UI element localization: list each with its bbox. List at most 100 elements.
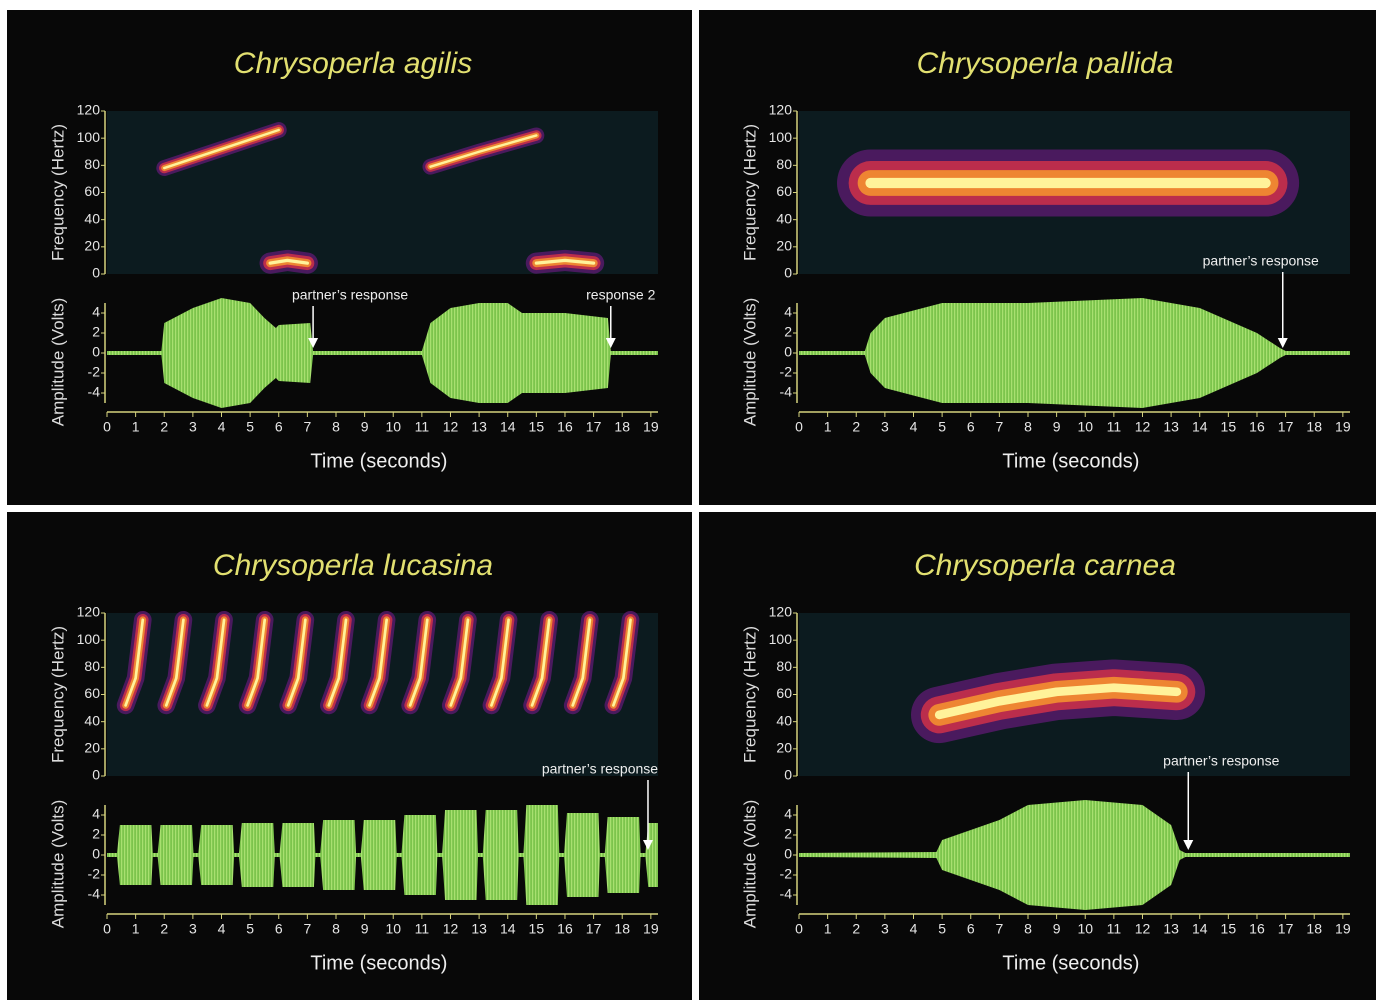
chart-title: Chrysoperla agilis xyxy=(234,47,472,80)
panel: Chrysoperla pallida020406080100120Freque… xyxy=(740,47,1350,472)
spectrogram-trace xyxy=(530,618,551,707)
x-tick-label: 10 xyxy=(385,921,401,937)
y-tick-label: -2 xyxy=(780,866,793,882)
y-axis-label: Frequency (Hertz) xyxy=(740,124,759,261)
y-tick-label: -4 xyxy=(780,886,793,902)
x-tick-label: 2 xyxy=(852,419,860,435)
x-tick-label: 17 xyxy=(1278,419,1294,435)
y-tick-label: 120 xyxy=(77,102,101,118)
chart-title: Chrysoperla lucasina xyxy=(213,549,493,582)
y-axis-label: Frequency (Hertz) xyxy=(740,626,759,763)
y-tick-label: 4 xyxy=(784,806,792,822)
x-tick-label: 3 xyxy=(189,921,197,937)
x-tick-label: 3 xyxy=(189,419,197,435)
x-tick-label: 1 xyxy=(132,921,140,937)
x-tick-label: 0 xyxy=(103,419,111,435)
y-tick-label: 20 xyxy=(84,740,100,756)
y-tick-label: 20 xyxy=(84,238,100,254)
x-tick-label: 1 xyxy=(824,921,832,937)
x-tick-label: 12 xyxy=(1135,419,1151,435)
y-tick-label: -2 xyxy=(88,364,101,380)
y-tick-label: -2 xyxy=(88,866,101,882)
spectrogram-trace xyxy=(571,618,592,707)
x-tick-label: 14 xyxy=(500,921,516,937)
x-tick-label: 15 xyxy=(1221,419,1237,435)
y-tick-label: 2 xyxy=(784,324,792,340)
annotation: partner’s response xyxy=(1163,753,1279,769)
annotation-arrowhead xyxy=(1183,840,1194,850)
spectrogram-trace xyxy=(246,618,267,707)
x-tick-label: 18 xyxy=(614,419,630,435)
x-tick-label: 4 xyxy=(910,419,918,435)
y-tick-label: 0 xyxy=(92,344,100,360)
x-tick-label: 4 xyxy=(910,921,918,937)
x-tick-label: 17 xyxy=(1278,921,1294,937)
annotation-arrowhead xyxy=(605,338,616,348)
x-axis-label: Time (seconds) xyxy=(1002,450,1139,472)
x-tick-label: 12 xyxy=(1135,921,1151,937)
panel: Chrysoperla lucasina020406080100120Frequ… xyxy=(48,549,658,974)
x-tick-label: 8 xyxy=(332,921,340,937)
y-axis-label: Amplitude (Volts) xyxy=(740,800,759,929)
spectrogram-trace xyxy=(490,618,510,707)
spectrogram-bg xyxy=(107,111,658,274)
y-tick-label: 0 xyxy=(92,846,100,862)
x-axis-label: Time (seconds) xyxy=(310,450,447,472)
x-tick-label: 8 xyxy=(332,419,340,435)
y-tick-label: 100 xyxy=(77,129,101,145)
y-axis-label: Frequency (Hertz) xyxy=(48,626,67,763)
annotation: partner’s response xyxy=(542,761,658,777)
annotation: response 2 xyxy=(586,287,655,303)
x-tick-label: 17 xyxy=(586,419,602,435)
spectrogram-trace xyxy=(449,618,470,707)
y-axis-label: Frequency (Hertz) xyxy=(48,124,67,261)
y-tick-label: 0 xyxy=(784,846,792,862)
waveform xyxy=(107,805,658,905)
x-axis-label: Time (seconds) xyxy=(310,952,447,974)
x-tick-label: 6 xyxy=(967,419,975,435)
y-tick-label: 40 xyxy=(84,712,100,728)
x-tick-label: 13 xyxy=(1163,419,1179,435)
x-tick-label: 19 xyxy=(1335,419,1351,435)
y-tick-label: 2 xyxy=(784,826,792,842)
x-tick-label: 14 xyxy=(1192,921,1208,937)
x-tick-label: 7 xyxy=(303,419,311,435)
y-tick-label: 120 xyxy=(769,102,793,118)
y-tick-label: 80 xyxy=(84,156,100,172)
spectrogram-trace xyxy=(934,683,1182,720)
y-axis-label: Amplitude (Volts) xyxy=(740,298,759,427)
x-tick-label: 8 xyxy=(1024,921,1032,937)
y-tick-label: 4 xyxy=(92,806,100,822)
x-tick-label: 1 xyxy=(824,419,832,435)
x-tick-label: 2 xyxy=(160,419,168,435)
x-axis-label: Time (seconds) xyxy=(1002,952,1139,974)
x-tick-label: 18 xyxy=(1306,921,1322,937)
spectrogram-trace xyxy=(429,134,538,168)
x-tick-label: 13 xyxy=(471,921,487,937)
y-tick-label: -4 xyxy=(88,886,101,902)
y-tick-label: -2 xyxy=(780,364,793,380)
x-tick-label: 19 xyxy=(643,921,659,937)
x-tick-label: 18 xyxy=(614,921,630,937)
x-tick-label: 6 xyxy=(967,921,975,937)
x-tick-label: 6 xyxy=(275,419,283,435)
x-tick-label: 11 xyxy=(1107,921,1122,937)
x-tick-label: 12 xyxy=(443,419,459,435)
y-tick-label: -4 xyxy=(780,384,793,400)
x-tick-label: 11 xyxy=(415,419,430,435)
y-tick-label: 100 xyxy=(769,129,793,145)
y-tick-label: 20 xyxy=(776,238,792,254)
y-tick-label: 0 xyxy=(92,265,100,281)
x-tick-label: 9 xyxy=(361,419,369,435)
x-tick-label: 7 xyxy=(995,419,1003,435)
y-tick-label: 60 xyxy=(776,685,792,701)
x-tick-label: 5 xyxy=(938,921,946,937)
x-tick-label: 14 xyxy=(1192,419,1208,435)
spectrogram-trace xyxy=(611,618,632,707)
annotation-arrowhead xyxy=(1277,338,1288,348)
x-tick-label: 10 xyxy=(385,419,401,435)
x-tick-label: 4 xyxy=(218,921,226,937)
spectrogram-trace xyxy=(164,618,185,707)
x-tick-label: 0 xyxy=(795,419,803,435)
